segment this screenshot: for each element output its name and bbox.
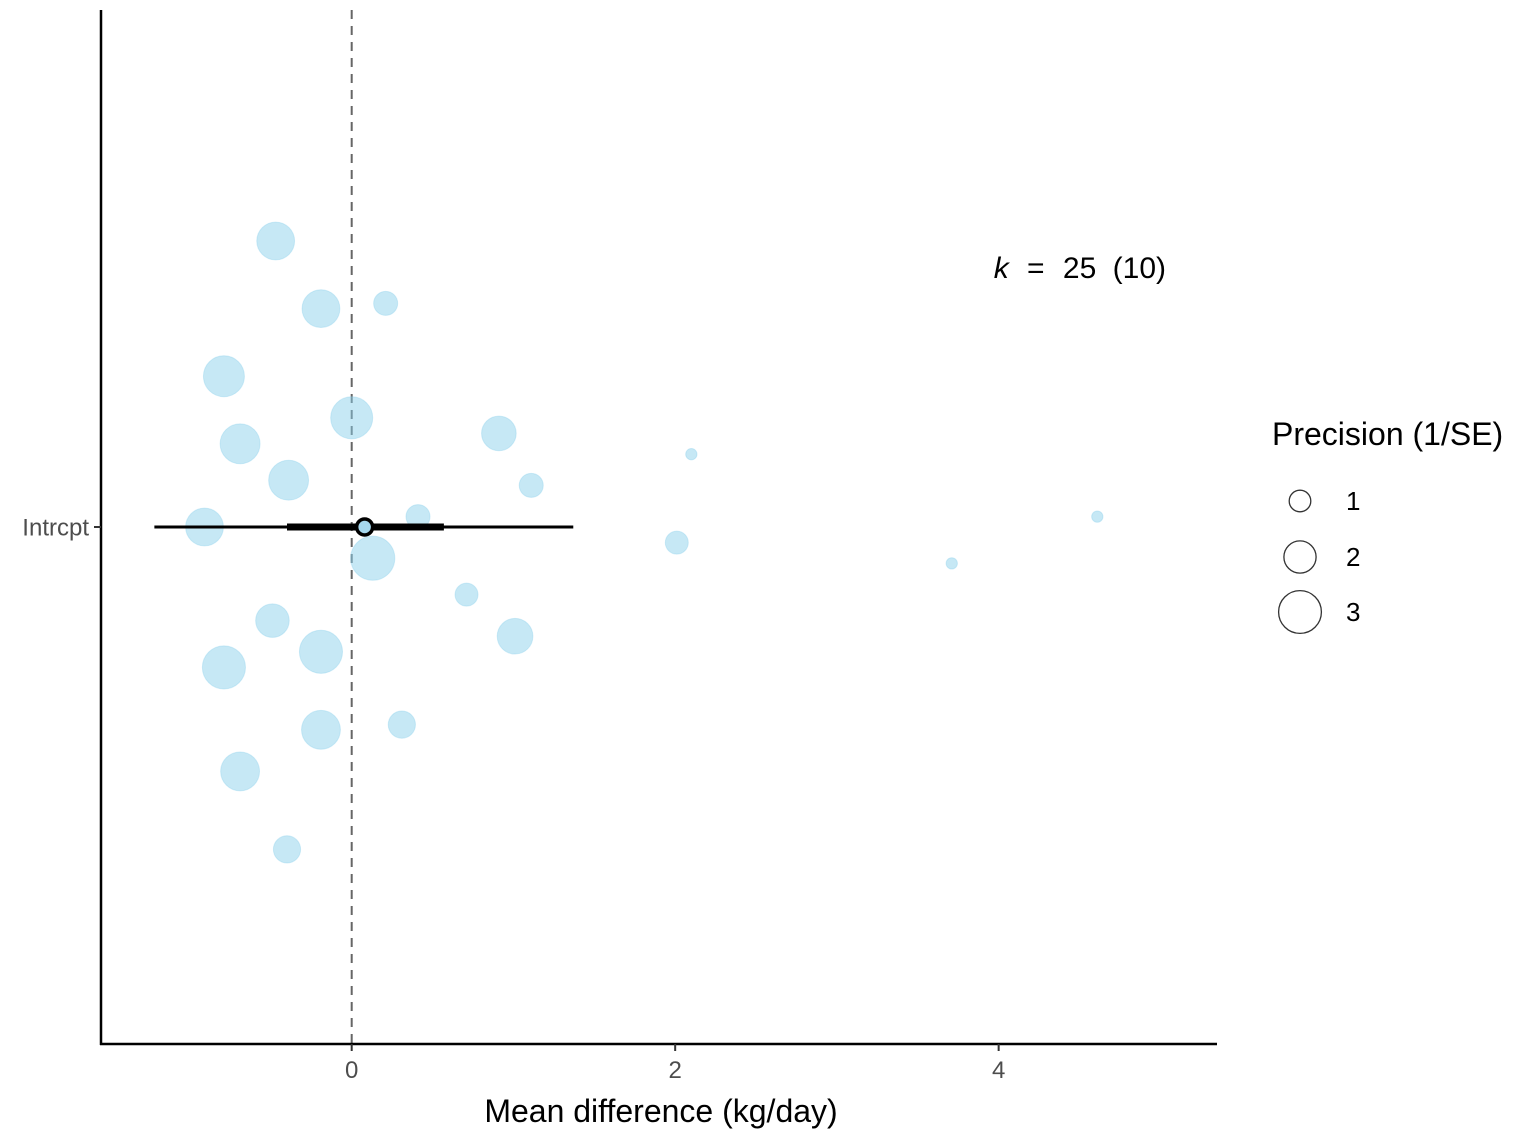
effect-size-points <box>185 221 1104 864</box>
effect-point-14 <box>664 530 689 555</box>
effect-point-15 <box>350 535 396 581</box>
legend-title: Precision (1/SE) <box>1272 416 1503 452</box>
x-tick-label-2: 2 <box>668 1057 681 1084</box>
effect-point-22 <box>301 709 341 750</box>
x-tick-label-4: 4 <box>992 1057 1005 1084</box>
y-tick-label-intrcpt: Intrcpt <box>22 514 89 541</box>
k-annotation: k = 25 (10) <box>994 252 1166 285</box>
effect-point-18 <box>255 603 290 638</box>
legend-key-3 <box>1277 589 1323 635</box>
effect-point-13 <box>1091 510 1104 523</box>
x-axis-title: Mean difference (kg/day) <box>484 1093 837 1129</box>
effect-point-16 <box>945 557 958 570</box>
effect-point-4 <box>202 355 245 398</box>
x-axis-ticks: 0 2 4 <box>345 1044 1005 1084</box>
effect-point-24 <box>220 751 261 792</box>
legend-label-3: 3 <box>1346 597 1360 627</box>
effect-point-21 <box>201 645 246 690</box>
effect-point-3 <box>373 290 399 316</box>
effect-point-5 <box>330 396 374 440</box>
effect-point-10 <box>518 472 544 498</box>
effect-point-25 <box>272 835 302 864</box>
effect-point-6 <box>219 423 261 465</box>
k-equals: = <box>1027 252 1045 285</box>
legend: Precision (1/SE) 1 2 3 <box>1272 416 1503 635</box>
k-groups: (10) <box>1113 252 1166 285</box>
effect-point-9 <box>268 459 310 501</box>
k-value: 25 <box>1063 252 1096 285</box>
legend-key-1 <box>1288 489 1312 513</box>
effect-point-2 <box>301 289 341 329</box>
legend-label-1: 1 <box>1346 486 1360 516</box>
x-tick-label-0: 0 <box>345 1057 358 1084</box>
effect-point-1 <box>256 221 296 261</box>
effect-point-17 <box>454 582 479 607</box>
legend-key-2 <box>1283 540 1317 574</box>
effect-point-8 <box>685 448 698 461</box>
effect-point-20 <box>298 629 344 674</box>
effect-point-23 <box>387 710 416 739</box>
effect-point-7 <box>481 415 517 452</box>
overall-estimate-point <box>354 517 375 537</box>
effect-point-19 <box>496 617 534 655</box>
k-symbol: k <box>994 252 1011 285</box>
legend-label-2: 2 <box>1346 542 1360 572</box>
